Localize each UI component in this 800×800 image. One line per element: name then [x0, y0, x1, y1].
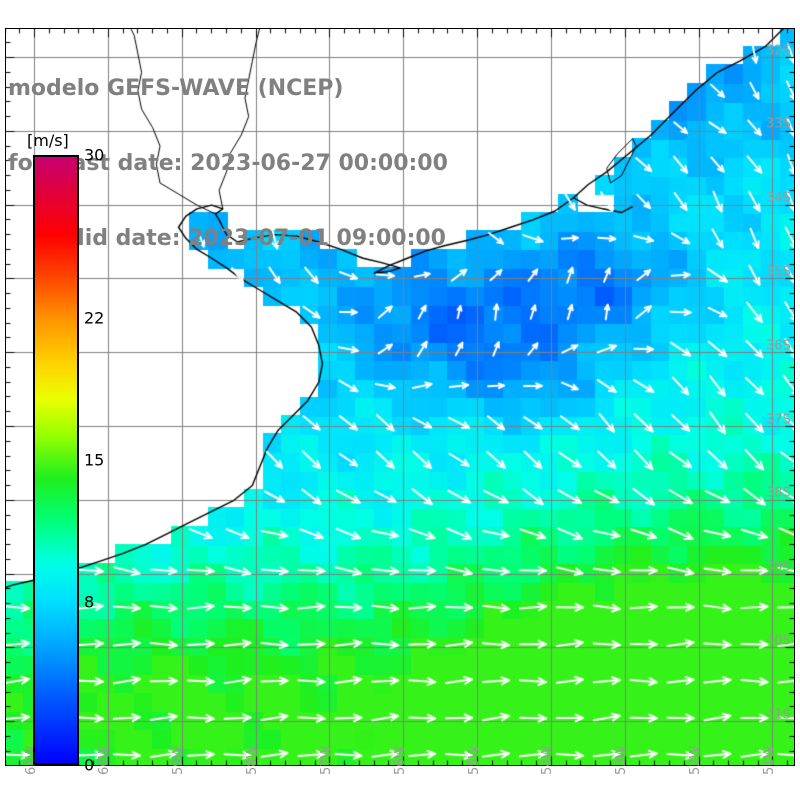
lat-label-34S: 34S [766, 190, 791, 206]
colorbar-frame [33, 155, 79, 765]
lon-label-57W: 57W [318, 745, 334, 775]
colorbar [33, 155, 79, 765]
map-plot-area [5, 28, 795, 766]
lon-label-52W: 52W [688, 745, 704, 775]
lat-label-32S: 32S [766, 43, 791, 59]
lat-label-36S: 36S [766, 338, 791, 354]
lat-label-38S: 38S [766, 485, 791, 501]
colorbar-tick-30: 30 [84, 145, 105, 165]
lon-label-58W: 58W [245, 745, 261, 775]
lon-label-55W: 55W [466, 745, 482, 775]
lat-label-37S: 37S [766, 412, 791, 428]
colorbar-tick-8: 8 [84, 592, 95, 612]
lon-label-56W: 56W [392, 745, 408, 775]
lat-label-39S: 39S [766, 559, 791, 575]
colorbar-tick-22: 22 [84, 308, 105, 328]
colorbar-tick-15: 15 [84, 450, 105, 470]
colorbar-tick-0: 0 [84, 755, 95, 775]
lat-label-35S: 35S [766, 264, 791, 280]
lat-label-40S: 40S [766, 633, 791, 649]
colorbar-unit-label: [m/s] [27, 131, 69, 150]
lat-label-41S: 41S [766, 707, 791, 723]
lon-label-54W: 54W [540, 745, 556, 775]
lon-label-60W: 60W [97, 745, 113, 775]
lon-label-51W: 51W [761, 745, 777, 775]
wind-field-canvas [5, 28, 795, 766]
model-title: modelo GEFS-WAVE (NCEP) [8, 76, 344, 101]
colorbar-gradient [33, 155, 79, 765]
lon-label-53W: 53W [614, 745, 630, 775]
lat-label-33S: 33S [766, 116, 791, 132]
lon-label-59W: 59W [171, 745, 187, 775]
